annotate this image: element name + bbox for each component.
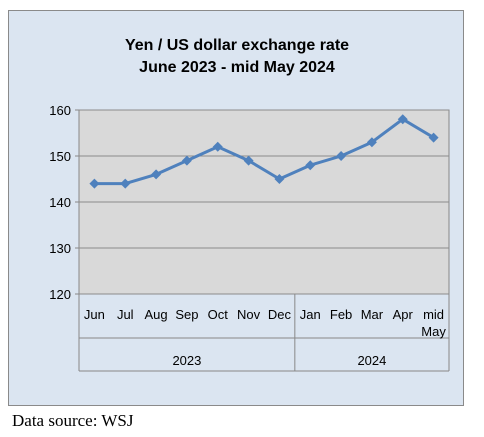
x-tick-label-feb: Feb <box>330 307 352 322</box>
x-tick-label-aug: Aug <box>145 307 168 322</box>
x-tick-label-jun: Jun <box>84 307 105 322</box>
data-point-sep <box>181 155 192 166</box>
x-tick-label-sep: Sep <box>175 307 198 322</box>
x-tick-label-mid-may-line-2: May <box>421 324 446 339</box>
y-tick-label-150: 150 <box>49 149 71 164</box>
y-tick-label-130: 130 <box>49 241 71 256</box>
data-point-oct <box>212 141 223 152</box>
y-tick-label-120: 120 <box>49 287 71 302</box>
data-point-aug <box>151 169 162 180</box>
data-point-feb <box>336 151 347 161</box>
data-point-mid-may <box>428 132 439 143</box>
x-tick-label-jan: Jan <box>300 307 321 322</box>
x-tick-label-apr: Apr <box>393 307 414 322</box>
series-line <box>94 117 435 186</box>
chart-title-line-2: June 2023 - mid May 2024 <box>139 59 335 76</box>
x-tick-label-mid-may-line-1: mid <box>423 307 444 322</box>
data-point-nov <box>243 155 254 166</box>
x-tick-label-jul: Jul <box>117 307 134 322</box>
data-source-note: Data source: WSJ <box>12 411 134 430</box>
x-tick-label-oct: Oct <box>208 307 229 322</box>
line-chart: Yen / US dollar exchange rate June 2023 -… <box>49 37 450 372</box>
x-tick-label-nov: Nov <box>237 307 261 322</box>
y-tick-label-140: 140 <box>49 195 71 210</box>
year-label-2023: 2023 <box>172 353 201 368</box>
x-tick-label-mar: Mar <box>361 307 384 322</box>
chart-title-line-1: Yen / US dollar exchange rate <box>125 37 349 54</box>
x-tick-label-dec: Dec <box>268 307 292 322</box>
data-point-jul <box>120 178 131 189</box>
chart-frame: Yen / US dollar exchange rate June 2023 -… <box>8 10 464 406</box>
data-point-jan <box>305 160 316 171</box>
data-point-dec <box>274 174 285 184</box>
data-point-apr <box>397 114 408 125</box>
data-point-jun <box>89 178 100 189</box>
year-label-2024: 2024 <box>357 353 386 368</box>
y-tick-label-160: 160 <box>49 103 71 118</box>
data-point-mar <box>366 137 377 148</box>
